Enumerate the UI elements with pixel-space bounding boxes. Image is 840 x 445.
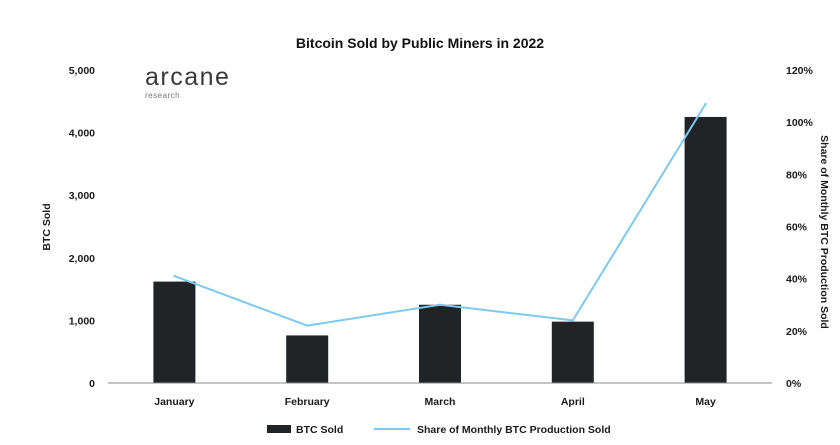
brand-logo: arcane research <box>145 63 230 100</box>
y-tick-right: 80% <box>786 169 808 181</box>
y-tick-right: 60% <box>786 222 808 234</box>
y-tick-left: 4,000 <box>69 128 95 140</box>
y-tick-right: 0% <box>786 378 802 390</box>
y-tick-right: 20% <box>786 326 808 338</box>
line-point <box>704 102 707 106</box>
series-line <box>174 103 707 327</box>
x-tick-label: February <box>285 396 330 408</box>
bar <box>286 335 329 383</box>
legend: BTC Sold Share of Monthly BTC Production… <box>267 424 611 436</box>
y-axis-ticks-left: 0 1,000 2,000 3,000 4,000 5,000 <box>69 65 95 390</box>
legend-label-bars: BTC Sold <box>296 424 343 436</box>
line-series <box>173 102 707 327</box>
x-tick-label: March <box>425 396 456 408</box>
legend-label-line: Share of Monthly BTC Production Sold <box>417 424 611 436</box>
line-point <box>571 319 574 322</box>
x-tick-label: January <box>154 396 194 408</box>
y-axis-label-left: BTC Sold <box>41 203 53 250</box>
line-point <box>306 324 309 327</box>
brand-name: arcane <box>145 63 230 91</box>
y-tick-right: 40% <box>786 274 808 286</box>
line-point <box>173 274 176 278</box>
y-tick-right: 120% <box>786 65 814 77</box>
bar <box>551 321 594 383</box>
bar <box>684 116 727 383</box>
legend-swatch-bars <box>267 425 291 433</box>
y-tick-left: 5,000 <box>69 65 95 77</box>
y-axis-label-right: Share of Monthly BTC Production Sold <box>818 135 830 329</box>
y-tick-left: 0 <box>89 378 95 390</box>
y-tick-left: 2,000 <box>69 253 95 265</box>
x-axis-ticks: January February March April May <box>154 396 716 408</box>
brand-subtitle: research <box>145 91 180 100</box>
y-tick-left: 3,000 <box>69 190 95 202</box>
bar-series <box>153 116 727 383</box>
y-axis-ticks-right: 0% 20% 40% 60% 80% 100% 120% <box>786 65 814 390</box>
chart-title: Bitcoin Sold by Public Miners in 2022 <box>296 35 544 51</box>
y-tick-right: 100% <box>786 117 814 129</box>
x-tick-label: April <box>561 396 585 408</box>
bar <box>153 281 196 383</box>
x-tick-label: May <box>695 396 716 408</box>
bar <box>419 304 461 383</box>
line-point <box>438 303 442 306</box>
y-tick-left: 1,000 <box>69 315 95 327</box>
